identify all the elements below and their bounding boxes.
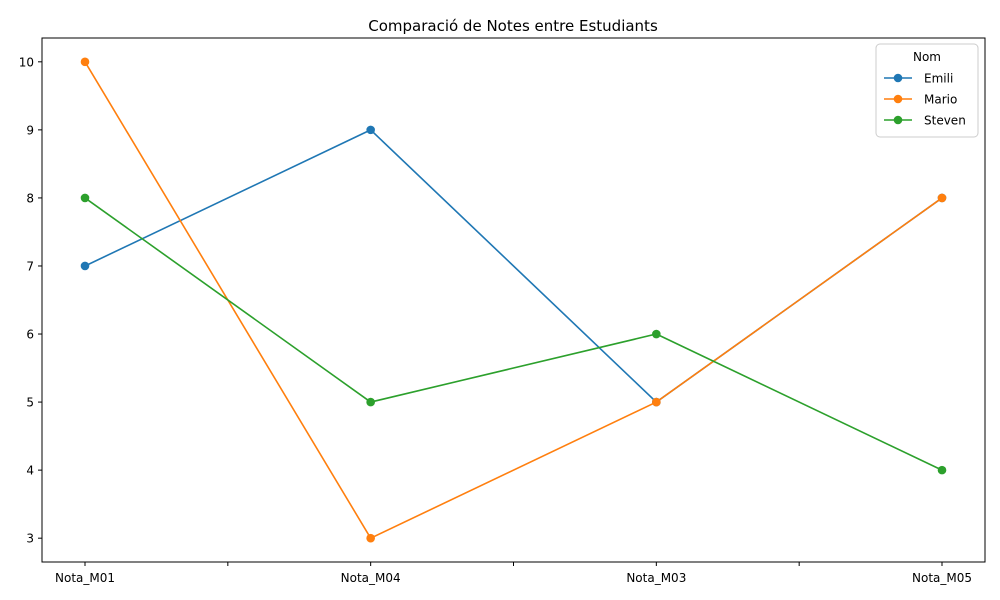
legend-item-steven: Steven xyxy=(884,114,966,128)
legend-box xyxy=(875,43,979,138)
legend-label: Mario xyxy=(924,93,957,107)
legend-marker xyxy=(893,115,903,125)
y-axis: 3 4 5 6 7 8 9 10 xyxy=(19,55,42,546)
legend-item-mario: Mario xyxy=(884,93,957,107)
legend-marker xyxy=(893,94,903,104)
series-layer xyxy=(80,57,947,543)
data-point xyxy=(652,329,661,339)
y-tick-label: 8 xyxy=(26,191,34,205)
data-point xyxy=(937,465,947,475)
legend-marker xyxy=(893,73,903,83)
y-tick-label: 4 xyxy=(26,464,34,478)
legend-label: Steven xyxy=(924,114,966,128)
x-tick-label: Nota_M04 xyxy=(341,571,401,585)
y-tick-label: 7 xyxy=(26,259,34,273)
data-point xyxy=(80,193,90,203)
data-point xyxy=(80,261,90,271)
legend: Nom Emili Mario Steven xyxy=(875,43,979,138)
data-point xyxy=(366,125,375,135)
data-point xyxy=(652,397,661,407)
y-tick-label: 6 xyxy=(26,328,34,342)
series-line xyxy=(84,197,943,471)
legend-title: Nom xyxy=(913,50,941,64)
chart-title: Comparació de Notes entre Estudiants xyxy=(368,17,658,35)
data-point xyxy=(366,397,375,407)
data-point xyxy=(937,193,947,203)
x-tick-label: Nota_M01 xyxy=(55,571,115,585)
legend-label: Emili xyxy=(924,72,953,86)
y-tick-label: 10 xyxy=(19,55,34,69)
x-axis: Nota_M01 Nota_M04 Nota_M03 Nota_M05 xyxy=(55,562,972,585)
legend-items: Emili Mario Steven xyxy=(884,72,966,128)
legend-item-emili: Emili xyxy=(884,72,953,86)
data-point xyxy=(80,57,90,67)
x-tick-label: Nota_M05 xyxy=(912,571,972,585)
data-point xyxy=(366,533,375,543)
x-tick-label: Nota_M03 xyxy=(626,571,686,585)
y-tick-label: 9 xyxy=(26,123,34,137)
y-tick-label: 5 xyxy=(26,396,34,410)
y-tick-label: 3 xyxy=(26,532,34,546)
series-steven xyxy=(80,193,947,475)
plot-area xyxy=(41,37,986,563)
